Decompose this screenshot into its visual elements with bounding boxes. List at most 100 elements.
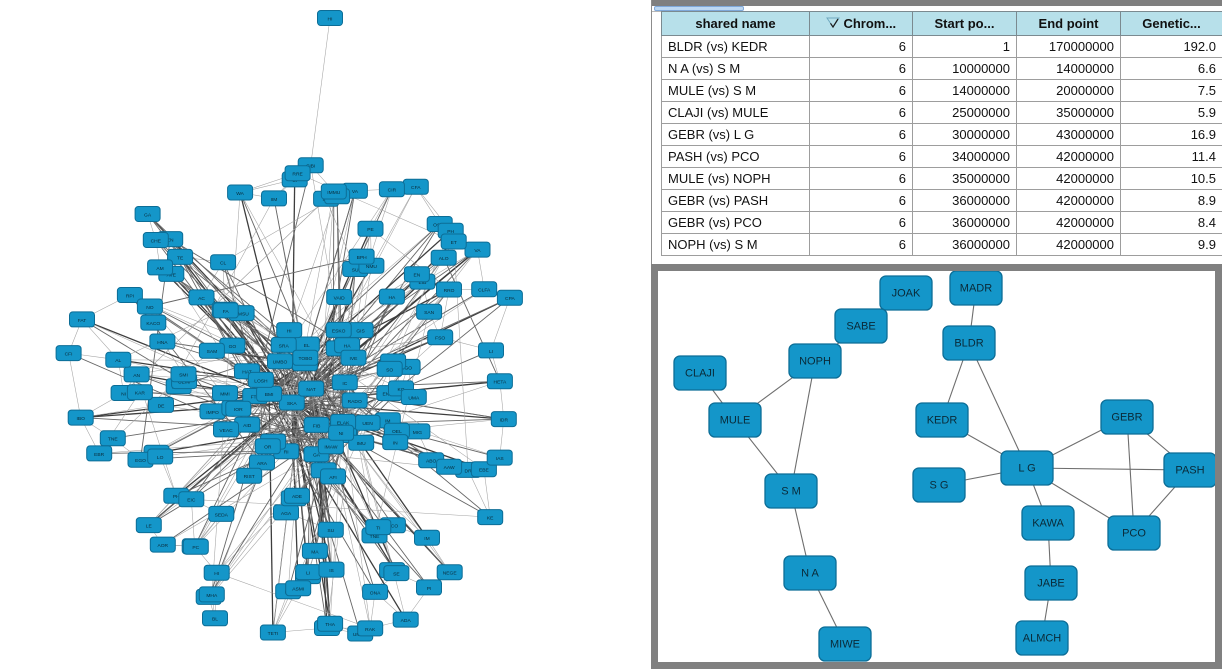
svg-text:TNE: TNE (108, 437, 119, 443)
svg-text:TOBO: TOBO (299, 356, 313, 362)
svg-text:HI: HI (328, 16, 333, 22)
svg-text:ALO: ALO (439, 256, 449, 262)
svg-text:ASMI: ASMI (292, 587, 304, 593)
svg-text:IMPO: IMPO (206, 410, 219, 416)
svg-text:KAR: KAR (135, 391, 146, 397)
svg-text:SO: SO (386, 367, 393, 373)
svg-text:RPI: RPI (126, 293, 134, 299)
svg-text:ESKO: ESKO (332, 328, 346, 334)
svg-text:LO: LO (157, 455, 164, 461)
svg-text:MMI: MMI (220, 392, 230, 398)
svg-text:EBE: EBE (479, 468, 490, 474)
svg-text:MULE: MULE (720, 415, 751, 427)
svg-text:AGA: AGA (281, 511, 292, 517)
svg-text:EN: EN (414, 273, 421, 279)
svg-text:EIC: EIC (187, 498, 196, 504)
svg-text:NAT: NAT (306, 387, 315, 393)
svg-text:CL: CL (220, 261, 227, 267)
svg-text:FIB: FIB (313, 423, 321, 429)
svg-text:TE: TE (177, 255, 184, 261)
svg-text:CFA: CFA (411, 185, 421, 191)
svg-text:AN: AN (133, 373, 140, 379)
svg-text:CIR: CIR (388, 188, 397, 194)
svg-text:ADE: ADE (292, 494, 303, 500)
svg-text:SKA: SKA (287, 401, 298, 407)
svg-text:SMI: SMI (179, 373, 188, 379)
svg-text:IDR: IDR (500, 418, 509, 424)
svg-text:VAID: VAID (334, 295, 346, 301)
svg-text:AM: AM (156, 266, 163, 272)
svg-text:UMBO: UMBO (273, 360, 288, 366)
svg-text:GA: GA (144, 212, 152, 218)
svg-text:IIM: IIM (271, 197, 278, 203)
svg-text:THA: THA (325, 622, 336, 628)
svg-text:LOSH: LOSH (254, 378, 268, 384)
svg-text:IC: IC (342, 381, 347, 387)
svg-text:SAN: SAN (424, 310, 435, 316)
svg-text:PASH: PASH (1175, 465, 1204, 477)
svg-text:KE: KE (487, 516, 494, 522)
svg-text:AOR: AOR (157, 543, 168, 549)
svg-text:VA: VA (352, 189, 359, 195)
svg-text:L G: L G (1018, 463, 1035, 475)
svg-text:BMI: BMI (265, 392, 274, 398)
svg-text:ONA: ONA (370, 590, 381, 596)
svg-text:CLAJI: CLAJI (685, 368, 715, 380)
svg-text:ADA: ADA (401, 618, 412, 624)
svg-text:IAS: IAS (496, 456, 505, 462)
svg-text:MA: MA (311, 549, 319, 555)
svg-text:RAK: RAK (365, 627, 376, 633)
svg-text:SABE: SABE (846, 321, 875, 333)
svg-text:S M: S M (781, 486, 801, 498)
svg-text:NMU: NMU (366, 264, 378, 270)
svg-text:EGO: EGO (135, 458, 146, 464)
svg-text:ARA: ARA (257, 461, 268, 467)
svg-text:NOPH: NOPH (799, 356, 831, 368)
svg-text:HA: HA (389, 295, 397, 301)
svg-text:N A: N A (801, 568, 819, 580)
svg-text:GEBR: GEBR (1111, 412, 1142, 424)
svg-text:RIST: RIST (244, 474, 255, 480)
svg-text:AID: AID (243, 423, 252, 429)
svg-text:RRE: RRE (292, 172, 303, 178)
svg-text:EBR: EBR (94, 452, 105, 458)
svg-text:HETA: HETA (494, 380, 507, 386)
svg-text:IMMU: IMMU (327, 190, 341, 196)
svg-text:MHA: MHA (206, 593, 218, 599)
svg-text:HI: HI (214, 571, 219, 577)
svg-text:PI: PI (427, 586, 432, 592)
svg-text:PCO: PCO (1122, 528, 1146, 540)
svg-text:ALMCH: ALMCH (1023, 633, 1062, 645)
svg-text:SEDA: SEDA (215, 512, 229, 518)
svg-text:PC: PC (192, 545, 199, 551)
svg-text:RRO: RRO (444, 288, 455, 294)
svg-text:PE: PE (367, 227, 374, 233)
svg-text:UMA: UMA (408, 395, 420, 401)
svg-text:BPH: BPH (357, 255, 368, 261)
svg-text:IN: IN (393, 441, 398, 447)
svg-text:TETI: TETI (268, 631, 279, 637)
svg-text:NEGE: NEGE (443, 571, 458, 577)
svg-text:FA: FA (223, 309, 230, 315)
svg-text:BLDR: BLDR (954, 338, 983, 350)
svg-text:AC: AC (198, 296, 205, 302)
svg-text:WA: WA (236, 191, 244, 197)
svg-text:MADR: MADR (960, 283, 992, 295)
svg-text:NI: NI (121, 391, 126, 397)
svg-text:JOAK: JOAK (892, 288, 921, 300)
svg-text:RADO: RADO (348, 399, 362, 405)
svg-text:DE: DE (158, 403, 166, 409)
svg-text:VEAC: VEAC (219, 428, 233, 434)
svg-text:IS: IS (329, 568, 334, 574)
svg-text:BL: BL (212, 617, 218, 623)
svg-text:NO: NO (146, 305, 154, 311)
svg-text:FSO: FSO (435, 336, 445, 342)
svg-text:AFI: AFI (329, 475, 337, 481)
svg-text:IMU: IMU (357, 441, 366, 447)
svg-text:LI: LI (489, 349, 493, 355)
svg-text:OR: OR (264, 445, 272, 451)
svg-text:HNA: HNA (157, 340, 168, 346)
svg-text:IVE: IVE (350, 356, 359, 362)
svg-text:ET: ET (451, 240, 457, 246)
svg-text:VA: VA (474, 248, 481, 254)
